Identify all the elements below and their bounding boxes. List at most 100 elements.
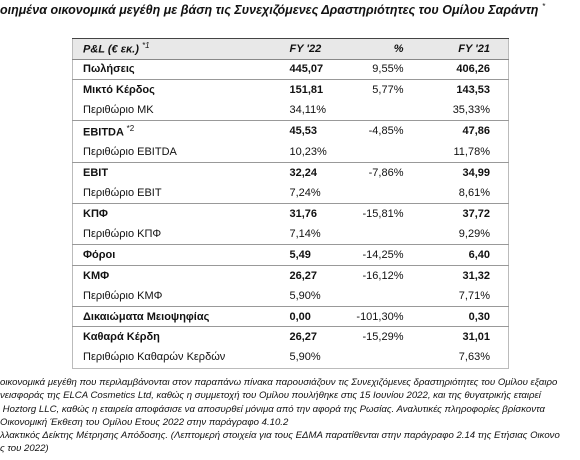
value-fy22: 26,27 [289, 269, 318, 282]
cell-fy21: 35,33% [426, 100, 509, 121]
cell-change [346, 100, 426, 121]
footnote-line: λλακτικός Δείκτης Μέτρησης Απόδοσης. (Λε… [0, 430, 560, 442]
value-fy22: 5,90% [289, 289, 321, 302]
footnotes: οικονομικά μεγέθη που περιλαμβάνονται στ… [0, 376, 580, 456]
cell-fy22: 445,07 [265, 58, 346, 80]
cell-change: 5,77% [345, 79, 426, 101]
value-fy21: 143,53 [456, 84, 490, 97]
row-note: *2 [126, 124, 135, 134]
row-label: Φόροι [83, 248, 116, 261]
value-fy21: 37,72 [462, 207, 490, 220]
cell-fy22: 5,49 [265, 243, 346, 266]
cell-fy22: 26,27 [265, 264, 346, 286]
table-row: Φόροι 5,49 -14,25% 6,40 [72, 243, 509, 266]
footnote-line: ς του 2022) [0, 443, 49, 455]
value-fy21: 0,30 [468, 310, 490, 323]
value-fy21: FY '21 [458, 42, 490, 55]
table-row: Πωλήσεις 445,07 9,55% 406,26 [72, 58, 509, 80]
row-label: EBIT [83, 166, 109, 179]
value-fy22: 45,53 [289, 125, 318, 138]
row-label-cell: Καθαρά Κέρδη [72, 326, 266, 348]
value-fy22: 445,07 [289, 63, 324, 76]
value-fy21: 31,32 [462, 269, 490, 282]
value-fy22: 10,23% [289, 145, 327, 158]
value-change: 5,77% [372, 84, 404, 97]
table-row: Περιθώριο EBITDA 10,23% 11,78% [73, 141, 509, 162]
cell-change [346, 141, 426, 162]
row-label: Περιθώριο ΚΠΦ [83, 227, 162, 240]
row-label-cell: EBITDA *2 [72, 120, 266, 142]
title-text: οιημένα οικονομικά μεγέθη με βάση τις Συ… [0, 3, 539, 18]
table-row: ΚΠΦ 31,76 -15,81% 37,72 [72, 202, 509, 224]
value-change: -14,25% [362, 248, 404, 261]
table-row: Περιθώριο Καθαρών Κερδών 5,90% 7,63% [73, 347, 509, 368]
row-label: EBITDA [83, 126, 124, 139]
value-fy22: 31,76 [289, 207, 318, 220]
table-row: ΚΜΦ 26,27 -16,12% 31,32 [72, 264, 509, 286]
cell-fy21: FY '21 [425, 38, 509, 60]
row-label: Περιθώριο EBIT [83, 186, 162, 199]
row-label-cell: Μικτό Κέρδος [72, 79, 266, 101]
cell-change: % [345, 38, 426, 60]
cell-fy21: 31,01 [425, 326, 509, 348]
value-fy21: 35,33% [452, 104, 490, 117]
cell-change: 9,55% [345, 58, 426, 80]
cell-fy22: 5,90% [266, 286, 346, 307]
row-label-cell: Περιθώριο EBIT [73, 183, 266, 204]
cell-fy22: 7,24% [266, 183, 346, 204]
row-label-cell: Περιθώριο Καθαρών Κερδών [73, 347, 266, 368]
value-fy22: 32,24 [289, 166, 318, 179]
value-fy22: 151,81 [289, 84, 324, 97]
value-fy22: 0,00 [289, 310, 311, 323]
cell-change [346, 347, 426, 368]
cell-change [346, 286, 426, 307]
cell-fy22: 0,00 [265, 305, 346, 327]
table-row: Περιθώριο ΚΜΦ 5,90% 7,71% [73, 286, 509, 307]
value-change: -7,86% [368, 166, 404, 179]
cell-fy22: 5,90% [266, 347, 346, 368]
footnote-line: Hoztorg LLC, καθώς η εταιρεία αποφάσισε … [0, 403, 545, 415]
value-change: -16,12% [362, 269, 404, 282]
row-label-cell: Περιθώριο ΜΚ [73, 100, 266, 121]
value-fy21: 11,78% [453, 145, 491, 158]
value-fy21: 8,61% [458, 186, 490, 199]
table-row: Περιθώριο EBIT 7,24% 8,61% [73, 183, 509, 204]
cell-change: -16,12% [345, 264, 426, 286]
row-label-cell: Δικαιώματα Μειοψηφίας [72, 305, 266, 327]
value-fy21: 47,86 [462, 125, 490, 138]
cell-change: -7,86% [345, 161, 426, 183]
value-fy22: 26,27 [289, 331, 318, 344]
value-change: -4,85% [368, 125, 404, 138]
row-label: Περιθώριο Καθαρών Κερδών [83, 351, 226, 364]
row-label: ΚΠΦ [83, 207, 108, 220]
cell-fy22: 34,11% [266, 100, 346, 121]
value-fy21: 406,26 [456, 63, 490, 76]
cell-fy21: 6,40 [425, 243, 509, 266]
value-fy22: 34,11% [289, 104, 327, 117]
row-label: Περιθώριο ΜΚ [83, 104, 154, 117]
cell-fy21: 34,99 [425, 161, 509, 183]
footnote-line: οικονομικά μεγέθη που περιλαμβάνονται στ… [0, 377, 558, 388]
value-fy21: 7,63% [458, 351, 490, 364]
value-change: % [393, 42, 404, 55]
value-fy21: 9,29% [458, 227, 490, 240]
cell-change: -14,25% [345, 243, 426, 266]
value-fy21: 7,71% [458, 289, 490, 302]
cell-fy21: 7,71% [426, 286, 509, 307]
pl-table: P&L (€ εκ.) *1 FY '22% FY '21 Πωλήσεις 445,0… [72, 38, 509, 369]
row-note: *1 [141, 41, 150, 51]
footnote-line: νεισφοράς της ELCA Cosmetics Ltd, καθώς … [0, 390, 541, 402]
cell-fy21: 7,63% [426, 347, 509, 368]
cell-fy22: FY '22 [265, 38, 346, 60]
row-label: Δικαιώματα Μειοψηφίας [83, 310, 210, 323]
title-note: * [541, 2, 546, 11]
value-fy22: 5,90% [289, 351, 321, 364]
cell-fy22: 31,76 [265, 202, 346, 224]
value-fy22: 7,14% [289, 227, 321, 240]
cell-change [346, 183, 426, 204]
cell-fy22: 26,27 [265, 326, 346, 348]
row-label-cell: EBIT [72, 161, 266, 183]
cell-fy21: 0,30 [425, 305, 509, 327]
table-row: Μικτό Κέρδος 151,81 5,77% 143,53 [72, 79, 509, 101]
